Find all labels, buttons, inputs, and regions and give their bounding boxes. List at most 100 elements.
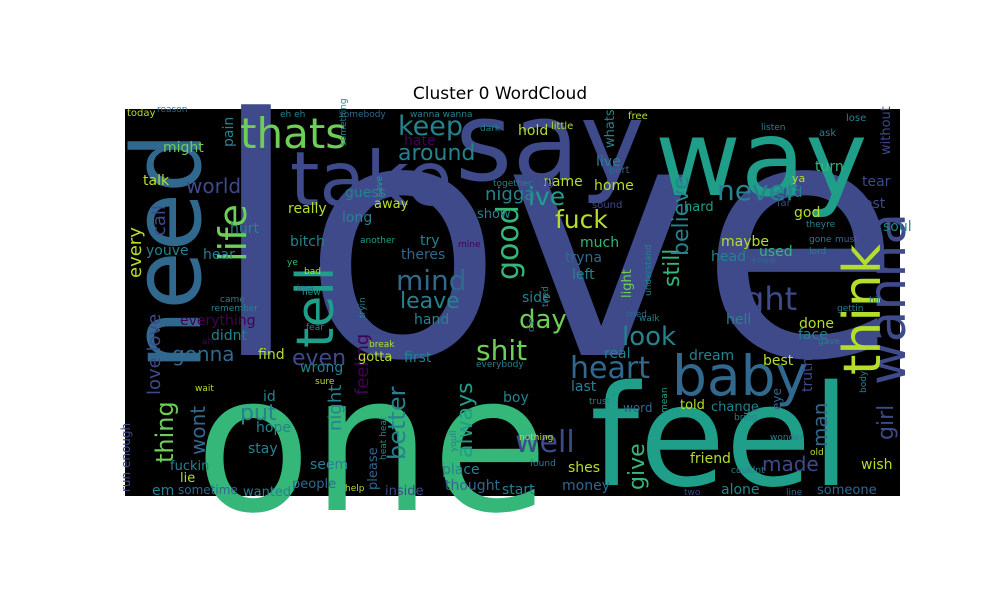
word-end: end (776, 185, 802, 201)
word-dream: dream (689, 348, 734, 364)
word-please: please (366, 447, 381, 490)
word-gave: gave (818, 337, 841, 347)
word-free: free (628, 111, 648, 122)
word-em: em (152, 483, 174, 499)
word-pain: pain (221, 117, 237, 147)
word-used: used (759, 244, 793, 260)
word-around: around (398, 141, 475, 166)
word-look: look (622, 322, 676, 352)
word-youve: youve (146, 243, 189, 259)
word-long: long (342, 210, 372, 226)
word-hear: hear (203, 247, 235, 263)
word-tried: tried (626, 310, 647, 320)
word-id: id (263, 389, 276, 405)
word-wonder: wonder (770, 433, 804, 443)
word-bitch: bitch (290, 234, 325, 250)
word-old: old (810, 448, 824, 458)
word-love: love (210, 49, 902, 433)
word-ima: ima (297, 284, 314, 294)
word-maybe: maybe (721, 234, 769, 250)
word-day: day (519, 305, 567, 335)
word-left: left (572, 267, 595, 283)
word-lie: lie (180, 471, 195, 486)
word-couldnt: couldnt (731, 466, 765, 476)
word-tear: tear (862, 174, 891, 190)
word-give: give (625, 443, 650, 490)
word-real: real (604, 346, 631, 362)
word-good: good (491, 205, 526, 280)
word-think: think (833, 244, 893, 375)
word-wrong: wrong (300, 360, 343, 376)
word-hell: hell (726, 312, 751, 328)
word-gettin: gettin (837, 304, 864, 314)
word-nigga: nigga (485, 184, 535, 205)
word-whats: whats (603, 109, 618, 148)
word-shit: shit (476, 334, 527, 367)
word-find: find (258, 347, 285, 363)
word-tell: tell (286, 267, 346, 348)
word-away: away (374, 197, 409, 212)
word-thing: thing (151, 401, 179, 463)
word-people: people (292, 477, 336, 492)
word-better: better (383, 386, 411, 460)
word-hand: hand (414, 312, 449, 328)
word-lose: lose (846, 113, 866, 124)
word-baby: baby (672, 344, 808, 408)
word-wanted: wanted (243, 485, 291, 500)
word-sometime: sometime (178, 483, 238, 497)
word-thought: thought (445, 478, 501, 494)
word-heat-heat: heat heat (379, 416, 389, 460)
word-boy: boy (503, 390, 529, 406)
word-somebody: somebody (339, 110, 386, 120)
word-tired: tired (541, 286, 551, 307)
word-keep: keep (398, 111, 463, 142)
word-hate: hate (404, 133, 436, 149)
word-one: one (195, 334, 549, 555)
word-face: face (798, 327, 828, 343)
word-today: today (127, 108, 156, 119)
word-hit: hit (869, 296, 881, 306)
word-turn: turn (815, 159, 844, 175)
word-listen: listen (761, 123, 785, 133)
word-feeling: feeling (352, 334, 373, 395)
word-say: say (455, 78, 645, 206)
word-god: god (794, 205, 820, 221)
word-place: place (442, 462, 480, 478)
word-line: line (786, 488, 803, 498)
word-sure: sure (315, 377, 335, 387)
word-ya: ya (792, 172, 805, 185)
word-name: name (543, 174, 583, 190)
word-sound: sound (592, 200, 622, 211)
word-ive: ive (528, 182, 565, 211)
word-leave: leave (400, 289, 460, 314)
word-remember: remember (211, 304, 258, 314)
wordcloud-background (125, 109, 900, 496)
word-eye: eye (770, 388, 784, 410)
word-without: without (879, 106, 894, 155)
word-theyre: theyre (806, 220, 836, 230)
word-made: made (762, 452, 819, 476)
word-word: word (623, 401, 653, 415)
word-live: live (596, 154, 621, 170)
word-life: life (211, 204, 255, 262)
word-lord: lord (809, 247, 826, 257)
word-truth: truth (800, 358, 816, 392)
word-came: came (220, 295, 245, 305)
word-girl: girl (874, 405, 899, 440)
word-two: two (684, 488, 701, 498)
word-start: start (502, 482, 535, 498)
word-head: head (711, 249, 746, 265)
word-wanna-wanna: wanna wanna (410, 110, 472, 120)
word-even: even (292, 346, 346, 371)
word-going: going (518, 174, 554, 189)
word-alone: alone (721, 482, 760, 498)
word-little: little (551, 121, 573, 132)
word-feel: feel (590, 356, 850, 519)
word-always: always (453, 382, 478, 458)
word-fear: fear (306, 323, 324, 333)
word-understand: understand (644, 244, 654, 296)
word-far: far (777, 198, 792, 209)
word-money: money (562, 478, 610, 494)
word-hurt: hurt (230, 221, 260, 237)
word-believe: believe (669, 176, 694, 256)
